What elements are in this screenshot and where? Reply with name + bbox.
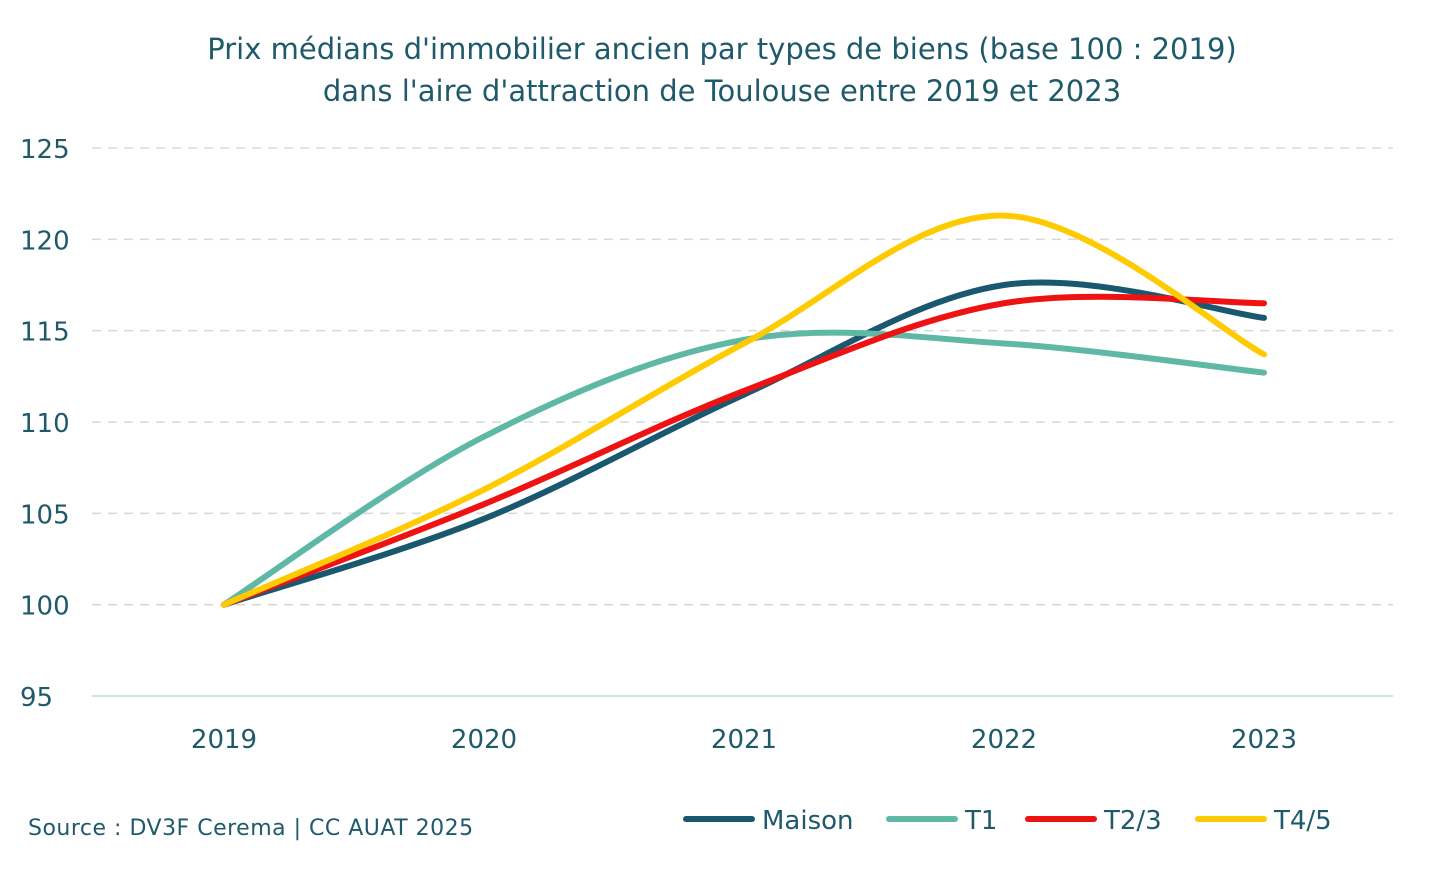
y-tick-label-110: 110: [20, 409, 70, 439]
series-line-t4-5: [221, 212, 1267, 608]
y-tick-label-105: 105: [20, 500, 70, 530]
legend-label-maison: Maison: [762, 806, 854, 836]
y-tick-label-95: 95: [20, 683, 53, 713]
series-line-t1: [221, 329, 1267, 608]
chart-title-line-1: Prix médians d'immobilier ancien par typ…: [207, 32, 1237, 66]
legend-label-t4-5: T4/5: [1273, 806, 1332, 836]
series-lines: [221, 212, 1267, 608]
y-axis-tick-labels: 95 100 105 110 115 120 125: [20, 135, 70, 713]
y-tick-label-125: 125: [20, 135, 70, 165]
y-tick-label-120: 120: [20, 226, 70, 256]
chart-title-line-2: dans l'aire d'attraction de Toulouse ent…: [322, 74, 1122, 108]
legend: Maison T1 T2/3 T4/5: [683, 806, 1332, 836]
x-tick-label-2023: 2023: [1231, 725, 1297, 755]
x-tick-label-2020: 2020: [451, 725, 517, 755]
source-note: Source : DV3F Cerema | CC AUAT 2025: [28, 816, 474, 841]
x-tick-label-2021: 2021: [711, 725, 777, 755]
x-tick-label-2022: 2022: [971, 725, 1037, 755]
y-tick-label-100: 100: [20, 592, 70, 622]
legend-label-t1: T1: [964, 806, 997, 836]
grid-lines: [92, 147, 1393, 697]
x-axis-tick-labels: 2019 2020 2021 2022 2023: [191, 725, 1297, 755]
series-line-maison: [221, 279, 1267, 608]
series-line-t2-3: [221, 293, 1267, 608]
legend-label-t2-3: T2/3: [1103, 806, 1162, 836]
x-tick-label-2019: 2019: [191, 725, 257, 755]
y-tick-label-115: 115: [20, 318, 70, 348]
